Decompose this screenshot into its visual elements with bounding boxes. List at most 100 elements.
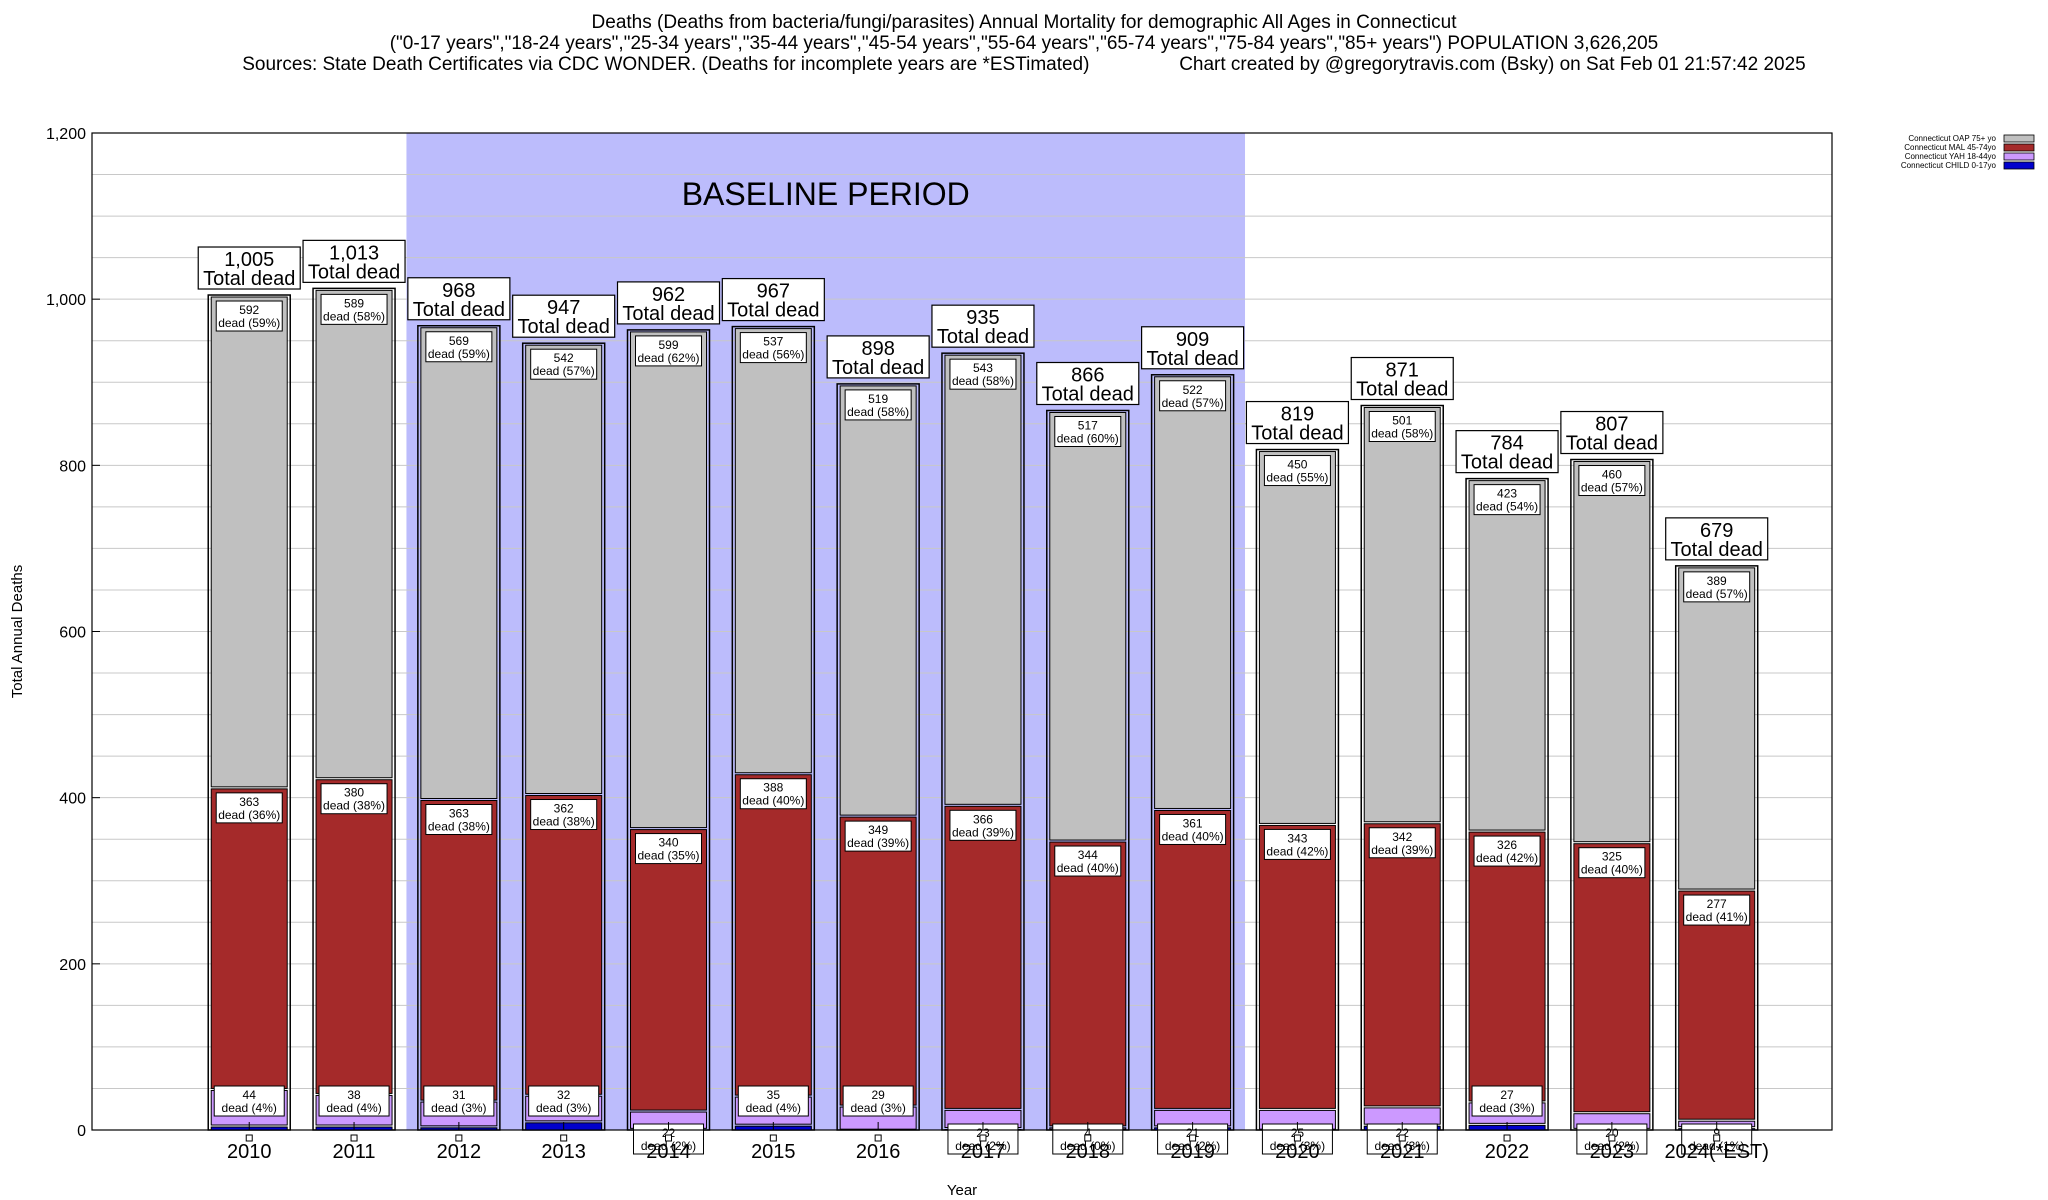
total-value-label: 866 xyxy=(1071,364,1104,386)
child-marker xyxy=(665,1134,673,1142)
x-tick-label: 2010 xyxy=(227,1141,272,1163)
x-tick-label: 2012 xyxy=(437,1141,482,1163)
total-value-label: 947 xyxy=(547,297,580,319)
total-label-box xyxy=(1455,430,1559,474)
bar-segment-mal xyxy=(1258,824,1336,1109)
y-tick-label: 1,000 xyxy=(46,292,86,309)
segment-value-label-oap: 592 xyxy=(239,303,259,317)
bar-segment-yah xyxy=(1363,1107,1441,1125)
segment-pct-label-oap: dead (58%) xyxy=(1371,427,1433,441)
total-label-box xyxy=(721,277,825,322)
x-axis-label: Year xyxy=(947,1182,977,1199)
child-marker xyxy=(1713,1134,1721,1142)
segment-pct-label-mal: dead (35%) xyxy=(637,849,699,863)
segment-value-label-mal: 325 xyxy=(1602,850,1622,864)
total-label-box xyxy=(302,239,406,283)
segment-value-label-oap: 542 xyxy=(554,351,574,365)
total-label-box xyxy=(931,304,1035,348)
segment-value-label-yah: 35 xyxy=(767,1088,781,1102)
baseline-period-label: BASELINE PERIOD xyxy=(682,176,970,212)
bar-segment-oap xyxy=(1363,407,1441,823)
total-suffix-label: Total dead xyxy=(1671,539,1763,561)
segment-pct-label-yah: dead (2%) xyxy=(1165,1139,1220,1153)
segment-pct-label-mal: dead (38%) xyxy=(533,815,595,829)
plot-frame xyxy=(91,132,1833,1131)
segment-value-label-mal: 363 xyxy=(239,795,259,809)
total-suffix-label: Total dead xyxy=(937,326,1029,348)
bar-segment-mal xyxy=(420,799,498,1101)
segment-pct-label-oap: dead (58%) xyxy=(952,374,1014,388)
total-suffix-label: Total dead xyxy=(518,316,610,338)
total-suffix-label: Total dead xyxy=(1566,433,1658,455)
segment-label-box xyxy=(739,332,807,364)
bar-segment-mal xyxy=(630,829,708,1111)
segment-value-label-mal: 349 xyxy=(868,823,888,837)
total-suffix-label: Total dead xyxy=(1146,348,1238,370)
segment-value-label-mal: 277 xyxy=(1707,897,1727,911)
total-value-label: 909 xyxy=(1176,329,1209,351)
segment-pct-label-mal: dead (39%) xyxy=(952,825,1014,839)
segment-label-box xyxy=(320,293,388,325)
segment-value-label-yah: 44 xyxy=(243,1088,257,1102)
segment-value-label-mal: 388 xyxy=(763,781,783,795)
segment-value-label-oap: 569 xyxy=(449,334,469,348)
x-tick-label: 2021 xyxy=(1380,1141,1425,1163)
total-label-box xyxy=(407,277,511,321)
total-label-box xyxy=(512,294,616,338)
segment-value-label-mal: 342 xyxy=(1392,830,1412,844)
x-tick-label: 2015 xyxy=(751,1141,796,1163)
total-value-label: 1,005 xyxy=(224,249,274,271)
total-suffix-label: Total dead xyxy=(203,268,295,290)
child-marker xyxy=(1293,1134,1301,1142)
segment-label-box xyxy=(1683,571,1751,603)
x-tick-label: 2022 xyxy=(1485,1141,1530,1163)
chart-title: Deaths (Deaths from bacteria/fungi/paras… xyxy=(591,12,1457,33)
segment-pct-label-mal: dead (39%) xyxy=(847,836,909,850)
segment-pct-label-yah: dead (3%) xyxy=(1375,1139,1430,1153)
total-value-label: 935 xyxy=(966,307,999,329)
segment-pct-label-yah: dead (3%) xyxy=(1270,1139,1325,1153)
segment-pct-label-oap: dead (57%) xyxy=(1686,587,1748,601)
bar-segment-oap xyxy=(630,331,708,829)
legend-swatch-oap xyxy=(2003,134,2035,143)
bar-segment-mal xyxy=(1363,823,1441,1107)
child-marker xyxy=(1398,1134,1406,1142)
bar-segment-oap xyxy=(1573,461,1651,843)
segment-value-label-mal: 366 xyxy=(973,812,993,826)
segment-label-box xyxy=(1578,847,1646,879)
segment-pct-label-yah: dead (3%) xyxy=(850,1101,905,1115)
segment-value-label-yah: 29 xyxy=(871,1088,885,1102)
total-value-label: 968 xyxy=(442,280,475,302)
segment-pct-label-yah: dead (3%) xyxy=(1479,1101,1534,1115)
segment-pct-label-mal: dead (42%) xyxy=(1266,844,1328,858)
bar-segment-oap xyxy=(944,354,1022,805)
segment-value-label-mal: 343 xyxy=(1287,831,1307,845)
segment-pct-label-yah: dead (3%) xyxy=(536,1101,591,1115)
bar-segment-oap xyxy=(1468,480,1546,831)
legend-swatch-child xyxy=(2003,161,2035,170)
segment-value-label-oap: 519 xyxy=(868,392,888,406)
total-value-label: 784 xyxy=(1490,433,1523,455)
x-tick-label: 2016 xyxy=(856,1141,901,1163)
segment-value-label-oap: 460 xyxy=(1602,468,1622,482)
total-label-box xyxy=(1141,326,1245,370)
child-marker xyxy=(245,1134,253,1142)
bar-segment-mal xyxy=(210,788,288,1089)
segment-value-label-mal: 344 xyxy=(1078,848,1098,862)
segment-pct-label-mal: dead (40%) xyxy=(1581,863,1643,877)
segment-pct-label-oap: dead (57%) xyxy=(1581,481,1643,495)
y-tick-label: 800 xyxy=(59,458,86,475)
y-tick-label: 400 xyxy=(59,791,86,808)
segment-label-box xyxy=(635,833,703,865)
y-tick-label: 1,200 xyxy=(46,126,86,143)
segment-value-label-oap: 517 xyxy=(1078,418,1098,432)
segment-label-box xyxy=(1368,411,1436,443)
segment-value-label-oap: 599 xyxy=(658,338,678,352)
segment-pct-label-mal: dead (36%) xyxy=(218,808,280,822)
segment-value-label-oap: 423 xyxy=(1497,487,1517,501)
child-marker xyxy=(769,1134,777,1142)
segment-value-label-mal: 380 xyxy=(344,786,364,800)
segment-label-box xyxy=(1263,828,1331,860)
bar-segment-oap xyxy=(1678,567,1756,890)
child-marker xyxy=(874,1134,882,1142)
